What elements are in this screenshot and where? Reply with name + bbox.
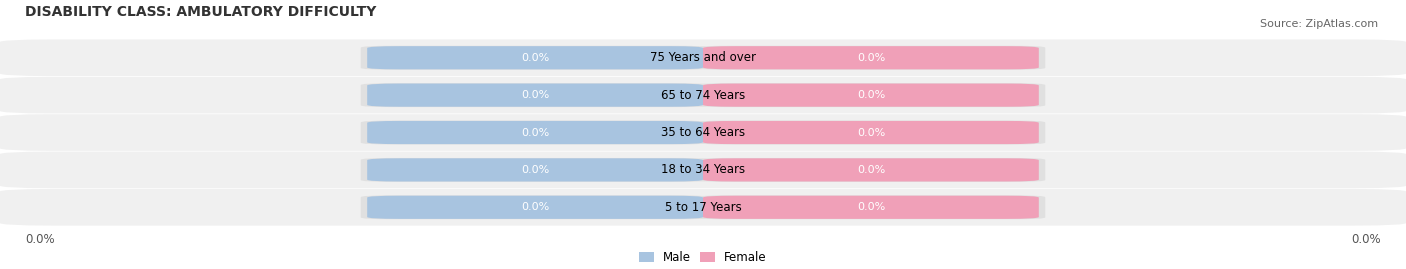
Text: 0.0%: 0.0% [856, 90, 884, 100]
FancyBboxPatch shape [696, 83, 1045, 107]
FancyBboxPatch shape [696, 121, 1045, 144]
FancyBboxPatch shape [361, 46, 710, 70]
Text: 0.0%: 0.0% [522, 53, 550, 63]
FancyBboxPatch shape [367, 121, 703, 144]
FancyBboxPatch shape [367, 158, 703, 182]
FancyBboxPatch shape [696, 46, 1045, 70]
Text: 0.0%: 0.0% [25, 233, 55, 246]
FancyBboxPatch shape [703, 84, 1039, 107]
Text: 0.0%: 0.0% [1351, 233, 1381, 246]
FancyBboxPatch shape [703, 158, 1039, 182]
Text: 0.0%: 0.0% [522, 202, 550, 212]
FancyBboxPatch shape [703, 196, 1039, 219]
Text: 0.0%: 0.0% [856, 128, 884, 137]
Text: 0.0%: 0.0% [522, 128, 550, 137]
Text: Source: ZipAtlas.com: Source: ZipAtlas.com [1260, 19, 1378, 29]
Text: 0.0%: 0.0% [522, 90, 550, 100]
FancyBboxPatch shape [703, 121, 1039, 144]
FancyBboxPatch shape [367, 84, 703, 107]
FancyBboxPatch shape [703, 46, 1039, 69]
Text: 18 to 34 Years: 18 to 34 Years [661, 163, 745, 176]
FancyBboxPatch shape [0, 40, 1406, 76]
Legend: Male, Female: Male, Female [640, 251, 766, 264]
Text: 5 to 17 Years: 5 to 17 Years [665, 201, 741, 214]
Text: DISABILITY CLASS: AMBULATORY DIFFICULTY: DISABILITY CLASS: AMBULATORY DIFFICULTY [25, 5, 377, 19]
FancyBboxPatch shape [696, 195, 1045, 219]
FancyBboxPatch shape [367, 196, 703, 219]
Text: 0.0%: 0.0% [856, 165, 884, 175]
Text: 0.0%: 0.0% [522, 165, 550, 175]
FancyBboxPatch shape [367, 46, 703, 69]
Text: 0.0%: 0.0% [856, 202, 884, 212]
Text: 75 Years and over: 75 Years and over [650, 51, 756, 64]
FancyBboxPatch shape [696, 158, 1045, 182]
FancyBboxPatch shape [361, 195, 710, 219]
FancyBboxPatch shape [0, 77, 1406, 114]
FancyBboxPatch shape [0, 189, 1406, 226]
FancyBboxPatch shape [0, 114, 1406, 151]
FancyBboxPatch shape [361, 121, 710, 144]
Text: 35 to 64 Years: 35 to 64 Years [661, 126, 745, 139]
FancyBboxPatch shape [361, 158, 710, 182]
Text: 65 to 74 Years: 65 to 74 Years [661, 89, 745, 102]
Text: 0.0%: 0.0% [856, 53, 884, 63]
FancyBboxPatch shape [0, 152, 1406, 188]
FancyBboxPatch shape [361, 83, 710, 107]
